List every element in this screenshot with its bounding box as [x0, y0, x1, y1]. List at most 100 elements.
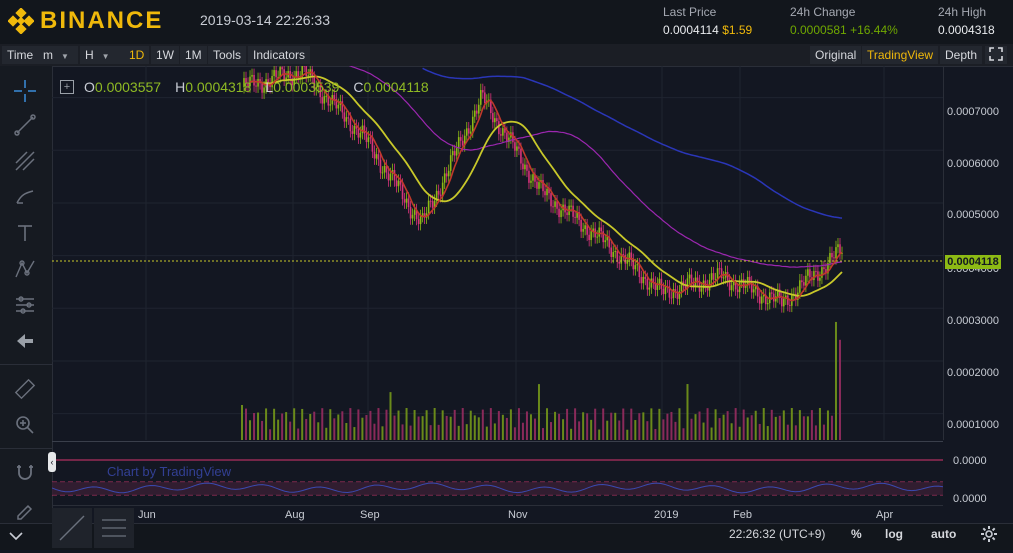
candle-body — [676, 291, 679, 299]
volume-bar — [834, 321, 837, 440]
time-button[interactable]: Time — [2, 46, 39, 64]
lock-pen-icon[interactable] — [12, 496, 38, 522]
parallel-lines-icon[interactable] — [94, 508, 134, 548]
volume-bar — [325, 427, 328, 440]
candle-body — [347, 117, 350, 119]
candle-body — [534, 174, 536, 182]
indicator-pane[interactable]: Chart by TradingView — [52, 441, 943, 506]
hour-interval-select[interactable]: H ▼ — [80, 46, 126, 64]
crosshair-icon[interactable] — [12, 78, 38, 104]
chevron-down-icon: ▼ — [101, 52, 110, 61]
interval-1d-button[interactable]: 1D — [124, 46, 150, 64]
collapse-pane-handle[interactable]: ‹ — [48, 452, 56, 472]
candle-body — [692, 284, 695, 286]
candle-body — [243, 78, 245, 88]
candle-body — [295, 71, 297, 78]
candle-body — [333, 95, 336, 99]
fib-tool-icon[interactable] — [12, 148, 38, 174]
candle-body — [644, 276, 647, 279]
prediction-tool-icon[interactable] — [12, 292, 38, 318]
x-tick: Nov — [508, 509, 528, 521]
candle-body — [377, 154, 380, 160]
price-chart[interactable] — [52, 66, 943, 440]
line-drawing-icon[interactable] — [52, 508, 92, 548]
binance-logo[interactable]: BINANCE — [8, 7, 163, 35]
brush-icon[interactable] — [12, 184, 38, 210]
candle-body — [281, 67, 283, 70]
candle-body — [369, 137, 372, 139]
candle-body — [277, 76, 279, 78]
candle-body — [774, 296, 777, 302]
candle-body — [455, 148, 458, 156]
candle-body — [536, 181, 538, 189]
trend-line-icon[interactable] — [12, 112, 38, 138]
volume-bar — [313, 411, 316, 440]
volume-bar — [578, 421, 581, 440]
time-axis[interactable] — [52, 505, 943, 530]
candle-body — [439, 194, 442, 197]
candle-body — [528, 170, 530, 183]
zoom-in-icon[interactable] — [12, 412, 38, 438]
original-view-button[interactable]: Original — [810, 46, 862, 64]
minute-interval-label: m — [43, 48, 53, 62]
candle-body — [612, 252, 615, 258]
interval-1w-button[interactable]: 1W — [151, 46, 179, 64]
volume-bar — [602, 408, 605, 440]
candle-body — [833, 257, 835, 259]
log-scale-button[interactable]: log — [885, 527, 903, 541]
candle-body — [728, 280, 731, 291]
auto-scale-button[interactable]: auto — [931, 527, 957, 541]
volume-bar — [802, 416, 805, 440]
text-tool-icon[interactable] — [12, 220, 38, 246]
candle-body — [477, 104, 480, 114]
expand-legend-icon[interactable]: + — [60, 80, 74, 94]
ruler-icon[interactable] — [12, 376, 38, 402]
candle-body — [542, 180, 544, 192]
magnet-icon[interactable] — [12, 460, 38, 486]
volume-bar — [437, 424, 440, 440]
candle-body — [726, 271, 729, 281]
volume-bar — [293, 408, 296, 440]
candle-body — [459, 137, 462, 141]
indicators-button[interactable]: Indicators — [248, 46, 311, 64]
fullscreen-icon[interactable] — [985, 46, 1007, 64]
candle-body — [255, 85, 257, 87]
settings-gear-icon[interactable] — [980, 525, 998, 548]
candle-body — [760, 296, 763, 304]
chevron-down-icon[interactable] — [6, 526, 36, 546]
candle-body — [742, 279, 745, 288]
price-axis[interactable] — [943, 66, 1013, 440]
candle-body — [740, 279, 743, 282]
percent-scale-button[interactable]: % — [851, 527, 862, 541]
chart-watermark: Chart by TradingView — [107, 464, 232, 479]
candle-body — [686, 278, 689, 289]
volume-bar — [682, 428, 685, 440]
candle-body — [469, 131, 472, 134]
candle-body — [502, 128, 504, 136]
volume-bar — [517, 408, 520, 440]
price-tick: 0.0001000 — [947, 419, 999, 431]
tradingview-button[interactable]: TradingView — [862, 46, 939, 64]
volume-bar — [417, 416, 420, 440]
candle-body — [275, 70, 277, 78]
candle-body — [508, 137, 510, 142]
candle-body — [337, 104, 340, 109]
candle-body — [624, 254, 627, 264]
interval-1m-button[interactable]: 1M — [180, 46, 207, 64]
candle-body — [245, 78, 247, 84]
candle-body — [819, 277, 821, 281]
candle-body — [766, 303, 769, 305]
volume-bar — [650, 408, 653, 440]
candle-body — [789, 304, 791, 306]
pattern-tool-icon[interactable] — [12, 256, 38, 282]
depth-button[interactable]: Depth — [940, 46, 983, 64]
volume-bar — [838, 339, 841, 440]
minute-interval-select[interactable]: m ▼ — [38, 46, 78, 64]
chart-grid — [52, 66, 943, 440]
back-arrow-icon[interactable] — [12, 328, 38, 354]
price-tick: 0.0002000 — [947, 367, 999, 379]
volume-bar — [369, 410, 372, 440]
candle-body — [554, 201, 556, 207]
tools-button[interactable]: Tools — [208, 46, 247, 64]
server-time: 22:26:32 (UTC+9) — [729, 527, 826, 541]
